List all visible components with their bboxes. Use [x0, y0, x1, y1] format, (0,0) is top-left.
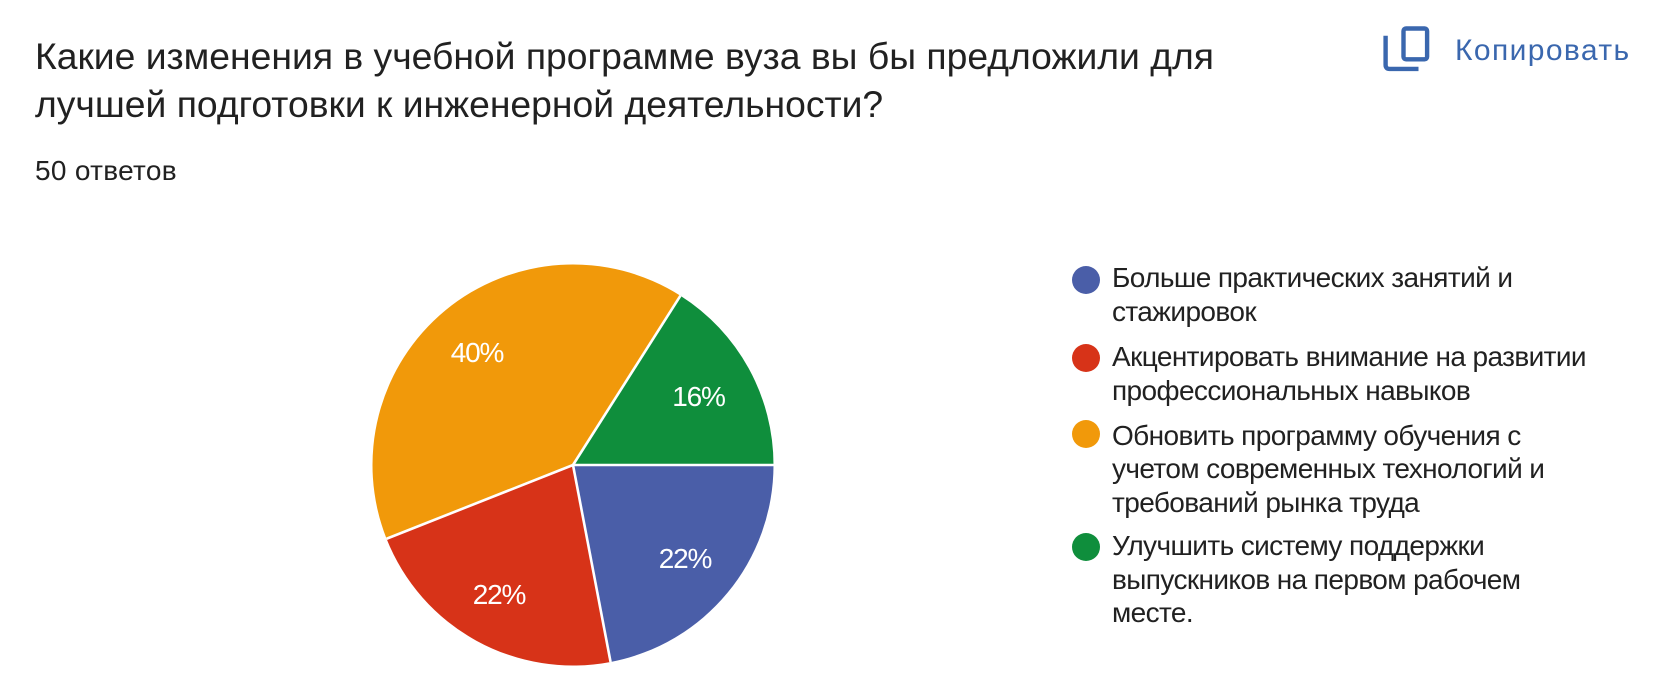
svg-text:22%: 22%	[473, 579, 526, 610]
svg-text:40%: 40%	[451, 337, 504, 368]
svg-text:22%: 22%	[659, 543, 712, 574]
svg-text:16%: 16%	[672, 381, 725, 412]
